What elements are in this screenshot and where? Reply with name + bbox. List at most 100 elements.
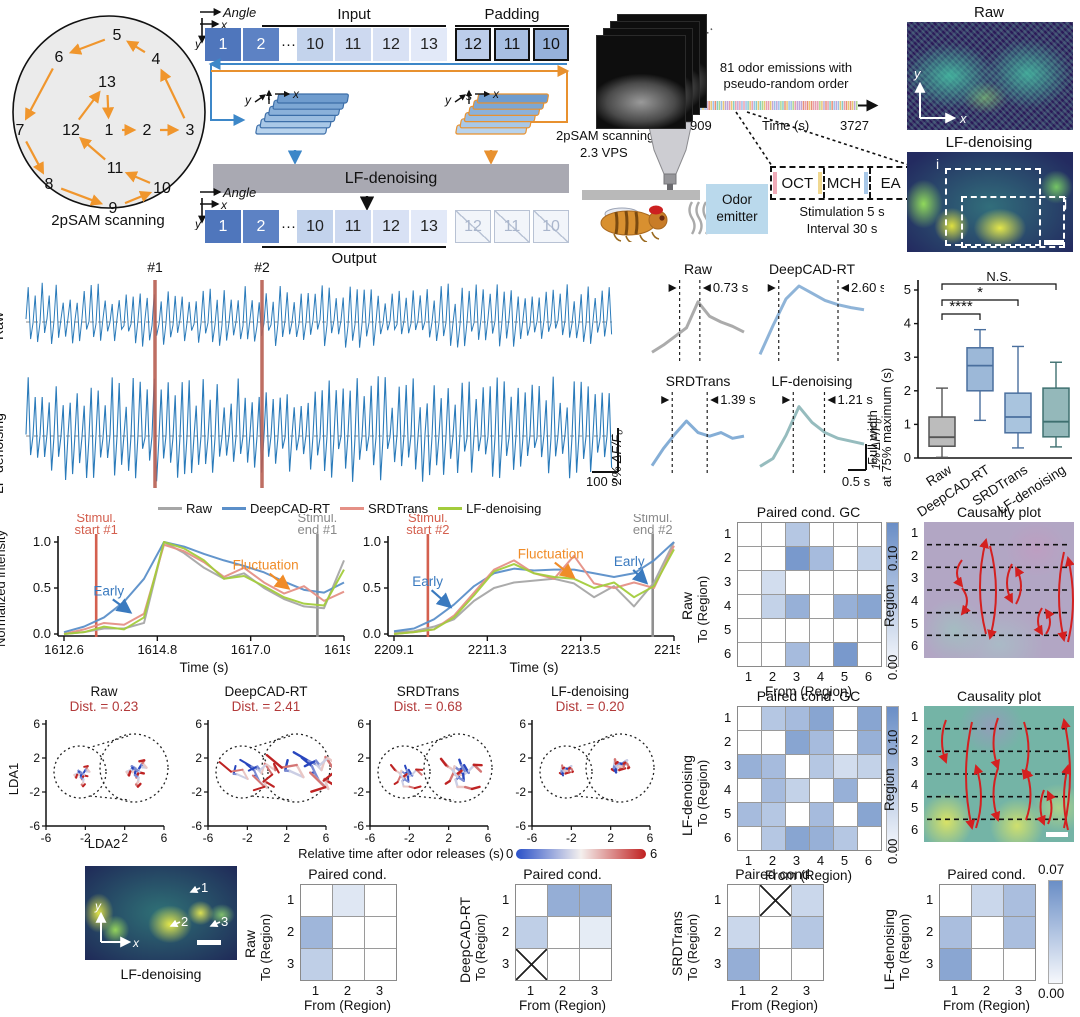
gc-ylabel: To (Region) — [258, 913, 273, 981]
svg-text:Fluctuation: Fluctuation — [233, 558, 299, 573]
svg-text:-6: -6 — [365, 831, 376, 845]
gc-cell — [762, 523, 785, 546]
scan-arrow — [124, 171, 151, 184]
gc-cell — [516, 917, 547, 948]
causality-title: Causality plot — [956, 504, 1042, 520]
scan-arrow — [25, 140, 44, 175]
stim1-ylabel: Normalized intensity — [0, 529, 8, 647]
gc-row-label: 4 — [724, 597, 732, 613]
gc-cell — [858, 779, 881, 802]
svg-text:-2: -2 — [80, 831, 91, 845]
network-flow-arrows: ytxysx — [208, 58, 570, 211]
legend-item: Raw — [158, 501, 212, 516]
fluorescence-traces: #1 #2 — [25, 259, 619, 488]
specimen-slide — [582, 190, 700, 200]
gc-title: Paired cond. GC — [756, 504, 861, 520]
gc-cell — [728, 917, 759, 948]
svg-text:6: 6 — [647, 831, 654, 845]
causality-row-label: 4 — [911, 593, 919, 608]
scan-node: 6 — [55, 49, 64, 66]
ellipsis: ··· — [281, 218, 296, 235]
scan-arrow — [24, 67, 54, 121]
svg-text:-2: -2 — [242, 831, 253, 845]
scan-arrow — [126, 40, 146, 54]
svg-text:2: 2 — [904, 383, 911, 398]
svg-text:6: 6 — [33, 717, 40, 731]
causality-arrow — [1015, 566, 1025, 605]
causality-row-label: 3 — [911, 570, 919, 586]
scan-node: 11 — [107, 160, 124, 177]
svg-text:3: 3 — [904, 349, 911, 364]
svg-text:Dist. = 2.41: Dist. = 2.41 — [232, 699, 301, 714]
svg-text:-6: -6 — [29, 819, 40, 833]
gc-grid — [939, 884, 1036, 981]
gc-row-label: 3 — [724, 573, 732, 589]
gc-cell — [762, 779, 785, 802]
causality-arrow — [965, 721, 976, 830]
gc-cell — [762, 803, 785, 826]
causality-arrow — [987, 545, 997, 640]
gc-cell — [834, 803, 857, 826]
gc-cell — [786, 547, 809, 570]
svg-text:-2: -2 — [515, 785, 526, 799]
gc-xlabel: From (Region) — [730, 998, 819, 1013]
svg-text:Fluctuation: Fluctuation — [518, 547, 584, 562]
svg-text:Dist. = 0.68: Dist. = 0.68 — [394, 699, 463, 714]
gc-dataset-label: SRDTrans — [669, 910, 685, 976]
gc-row-label: 1 — [714, 891, 722, 907]
gc-cell — [810, 827, 833, 850]
svg-text:2: 2 — [33, 751, 40, 765]
svg-text:6: 6 — [357, 717, 364, 731]
gc-col-label: 1 — [738, 983, 747, 998]
gc-row-label: 6 — [724, 645, 732, 661]
causality-arrow — [960, 587, 971, 616]
odor-color-strip — [864, 172, 869, 194]
causality-arrow — [1046, 790, 1056, 825]
causality-arrow — [1021, 721, 1032, 780]
gc-cell — [972, 885, 1003, 916]
svg-text:end #1: end #1 — [298, 522, 338, 537]
gc-cell — [858, 643, 881, 666]
gc-cell — [858, 731, 881, 754]
gc-xlabel: From (Region) — [764, 868, 853, 883]
gc-cell — [365, 949, 396, 980]
gc-cell — [792, 949, 823, 980]
gc-cell — [858, 595, 881, 618]
odor-name: OCT — [781, 174, 814, 192]
stimulation-label: Stimulation 5 s — [799, 204, 885, 219]
svg-text:Time (s): Time (s) — [510, 660, 559, 675]
svg-text:2: 2 — [357, 751, 364, 765]
svg-text:1619.1: 1619.1 — [324, 642, 350, 657]
gc-cell — [738, 731, 761, 754]
angle-frame-box: 2 — [243, 210, 279, 243]
gc-dataset-label: DeepCAD-RT — [457, 896, 473, 983]
svg-text:4: 4 — [904, 316, 911, 331]
svg-text:#1: #1 — [147, 259, 163, 275]
causality-row-label: 2 — [911, 731, 919, 747]
gc-cell — [940, 885, 971, 916]
gc-col-label: 1 — [526, 983, 535, 998]
gc-col-label: 6 — [864, 669, 873, 684]
gc-col-label: 1 — [744, 853, 753, 868]
angle-frame-box: 10 — [297, 210, 333, 243]
gc-cell — [333, 917, 364, 948]
gc-cell — [834, 755, 857, 778]
svg-text:1.0: 1.0 — [363, 534, 381, 549]
gc-cell — [858, 619, 881, 642]
gc-cell — [365, 917, 396, 948]
gc-cell — [786, 755, 809, 778]
gc-cell — [810, 619, 833, 642]
gc-cell — [762, 571, 785, 594]
gc-col-label: 2 — [343, 983, 352, 998]
gc-cell — [301, 949, 332, 980]
svg-text:6: 6 — [161, 831, 168, 845]
gc-cell — [333, 949, 364, 980]
lda-colorbar-min: 0 — [506, 846, 514, 861]
svg-text:2213.5: 2213.5 — [561, 642, 601, 657]
svg-text:Stimul.: Stimul. — [298, 514, 338, 525]
svg-text:0.73 s: 0.73 s — [713, 280, 749, 295]
svg-text:2.60 s: 2.60 s — [851, 280, 884, 295]
